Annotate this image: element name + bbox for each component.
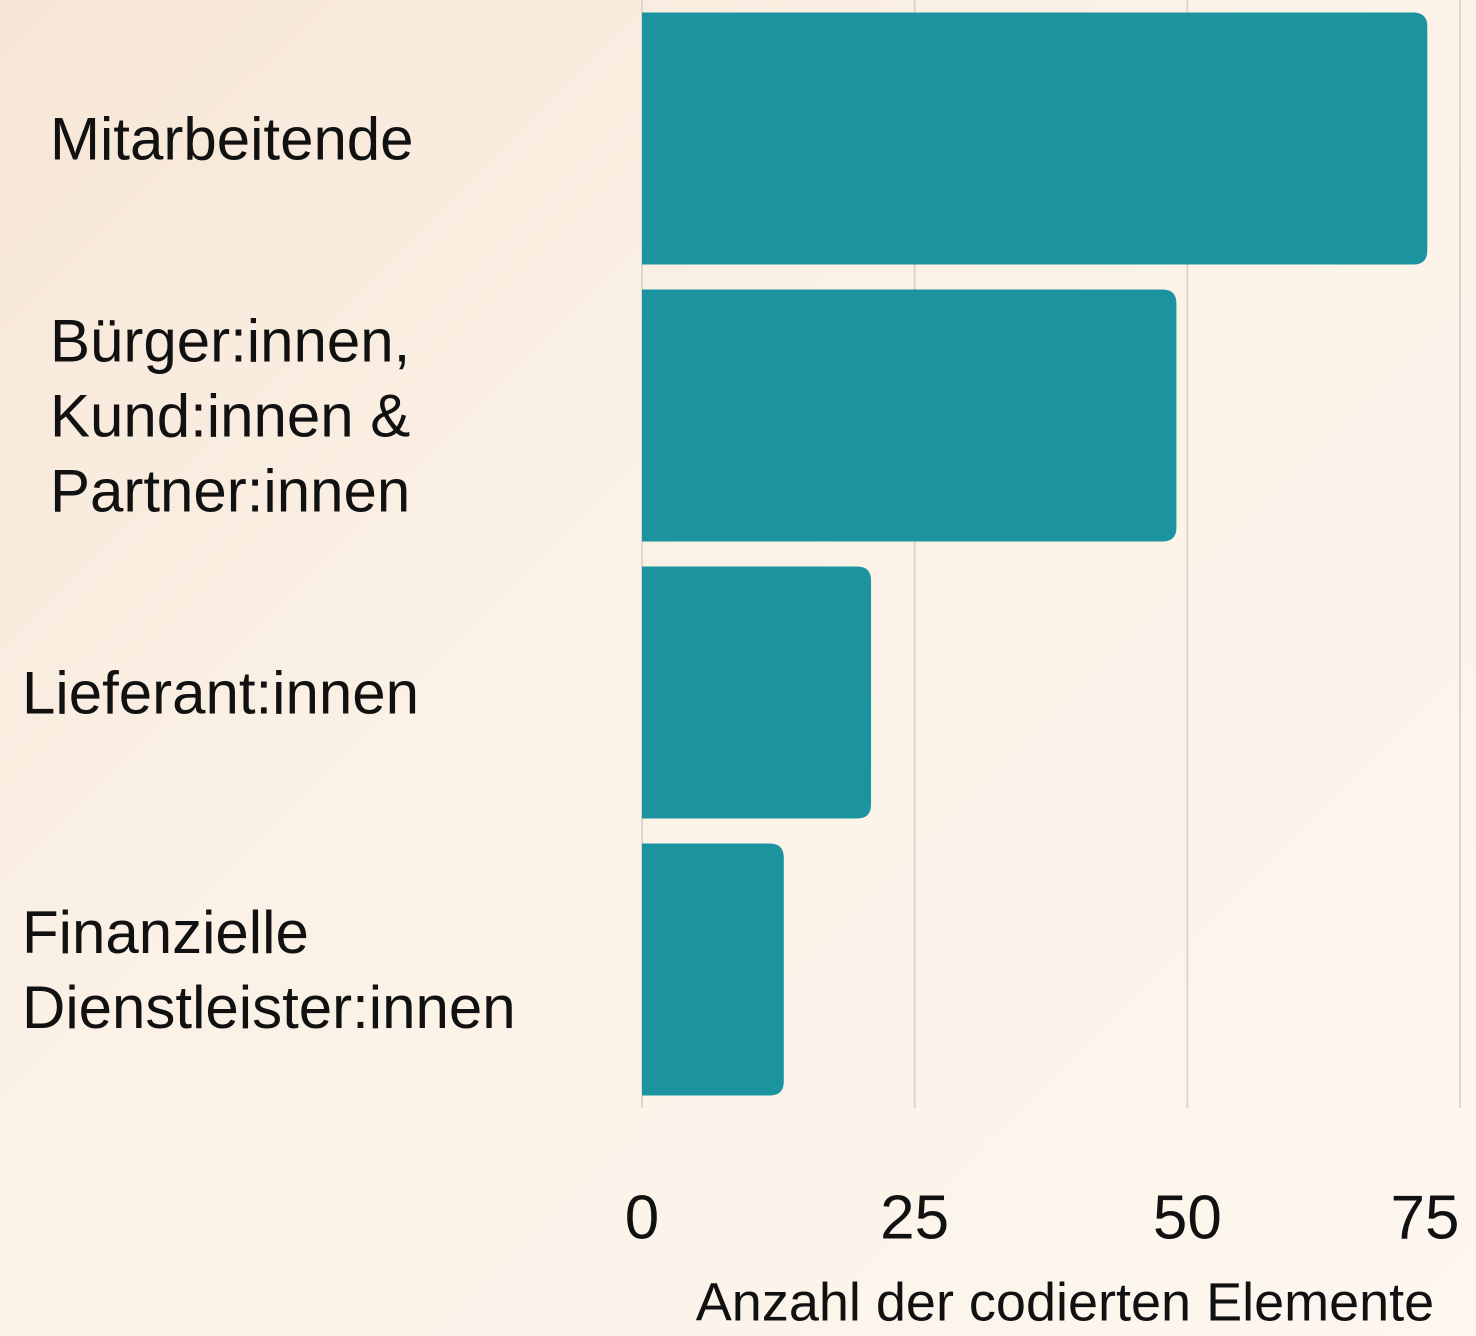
- x-tick-label: 50: [1153, 1183, 1222, 1252]
- bar: [642, 12, 1428, 265]
- bar: [642, 289, 1177, 542]
- x-tick-label: 25: [880, 1183, 949, 1252]
- x-axis-title: Anzahl der codierten Elemente: [696, 1272, 1434, 1332]
- y-tick-label: Mitarbeitende: [50, 105, 414, 172]
- bar: [642, 843, 784, 1096]
- bar: [642, 566, 872, 819]
- y-tick-label: Bürger:innen, Kund:innen & Partner:innen: [50, 307, 411, 524]
- x-tick-label: 75: [1391, 1183, 1460, 1252]
- x-tick-label: 0: [625, 1183, 659, 1252]
- y-tick-label: Finanzielle Dienstleister:innen: [22, 898, 516, 1041]
- y-tick-label: Lieferant:innen: [22, 659, 419, 726]
